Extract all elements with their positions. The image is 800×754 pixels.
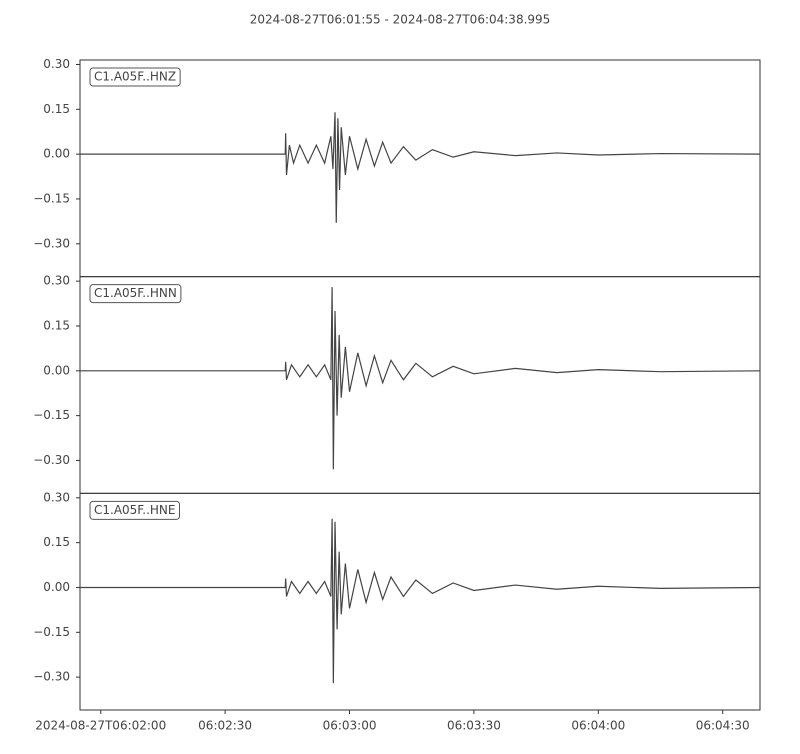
y-tick-label: −0.30 — [33, 453, 70, 467]
x-tick-label: 06:03:30 — [447, 719, 501, 733]
y-tick-label: 0.00 — [43, 147, 70, 161]
x-tick-label: 06:03:00 — [323, 719, 377, 733]
y-tick-label: −0.30 — [33, 670, 70, 684]
panel-frame — [79, 492, 761, 711]
waveform — [80, 518, 761, 684]
x-tick-label: 06:02:30 — [198, 719, 252, 733]
trace-label: C1.A05F..HNZ — [94, 70, 176, 84]
x-tick-label: 06:04:30 — [696, 719, 750, 733]
y-tick-label: 0.00 — [43, 580, 70, 594]
panel-frame — [79, 276, 761, 494]
waveform — [80, 112, 761, 223]
trace-label: C1.A05F..HNN — [94, 286, 177, 300]
legend-box — [89, 67, 181, 87]
y-tick-label: −0.30 — [33, 236, 70, 250]
y-tick-label: 0.15 — [43, 102, 70, 116]
legend-box — [89, 284, 182, 304]
x-tick-label: 06:04:00 — [571, 719, 625, 733]
panel-frame — [79, 59, 761, 278]
y-tick-label: 0.15 — [43, 535, 70, 549]
y-tick-label: 0.30 — [43, 490, 70, 504]
y-tick-label: 0.30 — [43, 57, 70, 71]
y-tick-label: −0.15 — [33, 191, 70, 205]
y-tick-label: 0.15 — [43, 318, 70, 332]
y-tick-label: 0.00 — [43, 363, 70, 377]
legend-box — [89, 500, 180, 520]
y-tick-label: −0.15 — [33, 625, 70, 639]
trace-label: C1.A05F..HNE — [94, 503, 176, 517]
waveform — [80, 287, 761, 470]
x-tick-label: 2024-08-27T06:02:00 — [35, 719, 166, 733]
y-tick-label: 0.30 — [43, 274, 70, 288]
chart-title: 2024-08-27T06:01:55 - 2024-08-27T06:04:3… — [250, 13, 551, 27]
y-tick-label: −0.15 — [33, 408, 70, 422]
